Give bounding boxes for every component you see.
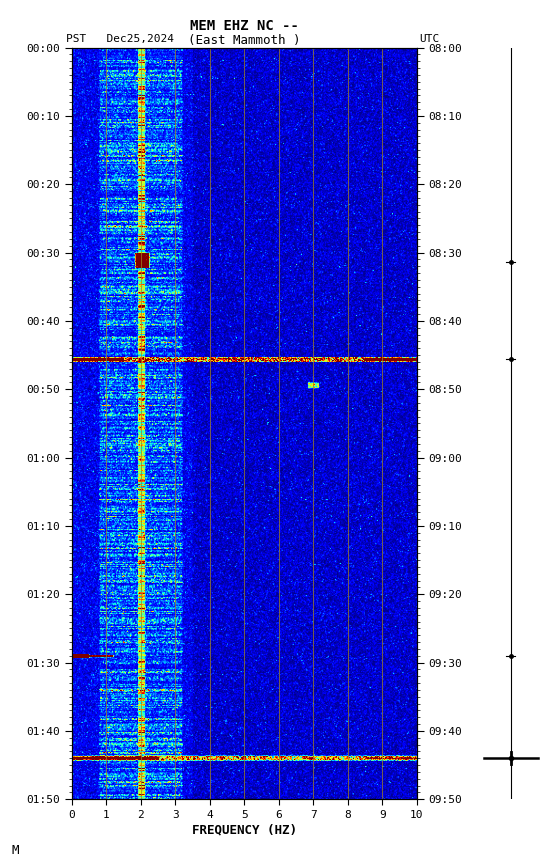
Text: UTC: UTC — [420, 34, 440, 44]
Text: (East Mammoth ): (East Mammoth ) — [188, 34, 300, 47]
Text: MEM EHZ NC --: MEM EHZ NC -- — [190, 19, 299, 33]
Text: M: M — [11, 844, 19, 857]
Text: PST   Dec25,2024: PST Dec25,2024 — [66, 34, 174, 44]
X-axis label: FREQUENCY (HZ): FREQUENCY (HZ) — [192, 823, 297, 836]
